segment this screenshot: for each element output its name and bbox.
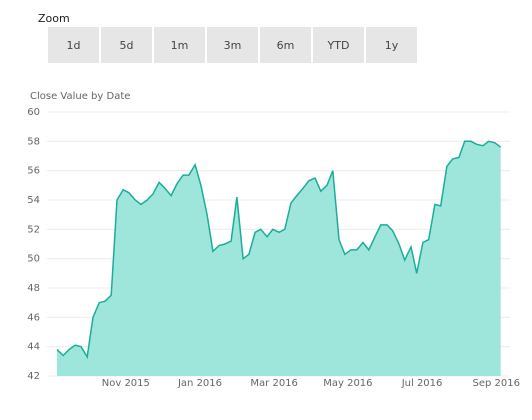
area-fill bbox=[57, 141, 501, 376]
y-tick-label: 58 bbox=[27, 136, 40, 147]
y-tick-label: 44 bbox=[27, 342, 40, 353]
x-tick-label: Mar 2016 bbox=[250, 378, 298, 389]
y-tick-label: 60 bbox=[27, 107, 40, 118]
y-tick-label: 56 bbox=[27, 166, 40, 177]
x-tick-label: Jul 2016 bbox=[401, 378, 443, 389]
zoom-button[interactable]: 3m bbox=[207, 27, 258, 63]
zoom-button[interactable]: 6m bbox=[260, 27, 311, 63]
zoom-buttons: 1d 5d 1m 3m 6m YTD 1y bbox=[48, 27, 417, 63]
y-tick-label: 48 bbox=[27, 283, 40, 294]
chart-title: Close Value by Date bbox=[30, 91, 130, 102]
x-tick-label: Sep 2016 bbox=[472, 378, 519, 389]
x-tick-label: Jan 2016 bbox=[177, 378, 222, 389]
zoom-button[interactable]: 1m bbox=[154, 27, 205, 63]
x-tick-label: Nov 2015 bbox=[102, 378, 150, 389]
zoom-button[interactable]: YTD bbox=[313, 27, 364, 63]
y-tick-label: 42 bbox=[27, 371, 40, 382]
y-tick-label: 54 bbox=[27, 195, 40, 206]
area-line bbox=[56, 140, 502, 360]
zoom-label: Zoom bbox=[38, 12, 70, 25]
zoom-button[interactable]: 1d bbox=[48, 27, 99, 63]
y-tick-label: 50 bbox=[27, 254, 40, 265]
y-tick-label: 52 bbox=[27, 224, 40, 235]
x-tick-label: May 2016 bbox=[323, 378, 372, 389]
y-tick-label: 46 bbox=[27, 312, 40, 323]
zoom-button[interactable]: 1y bbox=[366, 27, 417, 63]
zoom-button[interactable]: 5d bbox=[101, 27, 152, 63]
